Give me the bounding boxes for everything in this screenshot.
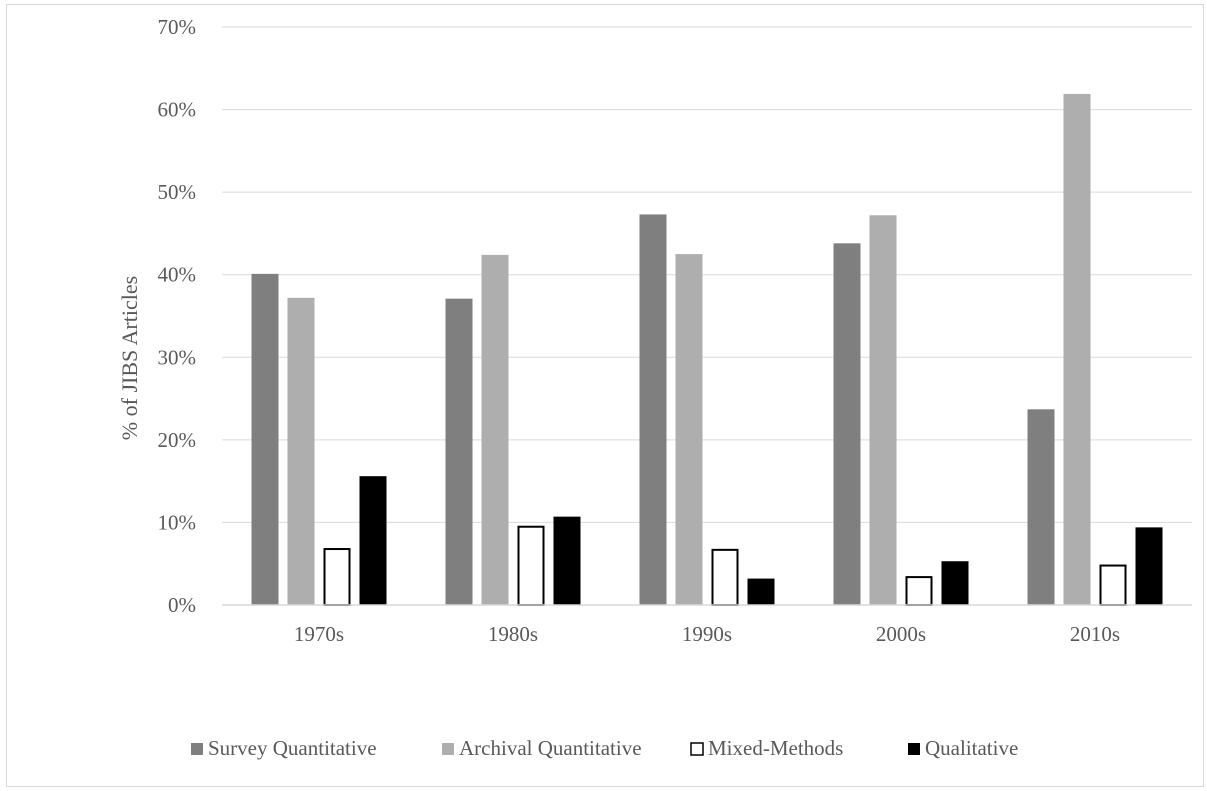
bar-qualitative-1990s [747, 578, 775, 605]
bar-survey-quantitative-1980s [445, 298, 473, 605]
x-tick-label: 2000s [876, 622, 926, 646]
legend-swatch-mixed-methods [690, 742, 704, 756]
bar-survey-quantitative-2000s [833, 243, 861, 605]
bar-qualitative-1970s [359, 476, 387, 605]
bar-qualitative-2000s [941, 561, 969, 605]
x-tick-label: 1980s [488, 622, 538, 646]
legend-label-mixed-methods: Mixed-Methods [708, 736, 843, 760]
y-tick-label: 50% [158, 180, 197, 204]
y-tick-label: 30% [158, 345, 197, 369]
y-tick-label: 70% [158, 15, 197, 39]
bar-archival-quantitative-1970s [287, 297, 315, 605]
y-tick-label: 40% [158, 263, 197, 287]
bar-mixed-methods-2000s [905, 576, 933, 606]
bar-qualitative-1980s [553, 516, 581, 605]
legend: Survey Quantitative Archival Quantitative… [191, 736, 1018, 760]
bars [251, 93, 1163, 607]
bar-archival-quantitative-2000s [869, 215, 897, 605]
bar-mixed-methods-1990s [711, 548, 739, 607]
bar-archival-quantitative-1980s [481, 254, 509, 605]
bar-survey-quantitative-2010s [1027, 409, 1055, 605]
bar-archival-quantitative-1990s [675, 254, 703, 606]
bar-qualitative-2010s [1135, 527, 1163, 605]
x-tick-label: 1990s [682, 622, 732, 646]
y-tick-label: 0% [168, 593, 196, 617]
bar-mixed-methods-1970s [323, 548, 351, 606]
bar-survey-quantitative-1970s [251, 273, 279, 605]
bar-survey-quantitative-1990s [639, 214, 667, 606]
bar-archival-quantitative-2010s [1063, 93, 1091, 605]
legend-swatch-qualitative [908, 743, 920, 755]
bar-mixed-methods-1980s [517, 525, 545, 607]
legend-swatch-survey-quantitative [191, 743, 203, 755]
y-tick-label: 20% [158, 428, 197, 452]
y-tick-label: 60% [158, 98, 197, 122]
bar-mixed-methods-2010s [1099, 564, 1127, 606]
x-tick-label: 1970s [294, 622, 344, 646]
legend-label-qualitative: Qualitative [925, 736, 1018, 760]
axes: 0% 10% 20% 30% 40% 50% 60% 70% 1970s 1980s 1990s 20… [158, 15, 1192, 646]
y-tick-label: 10% [158, 510, 197, 534]
y-axis-title: % of JIBS Articles [117, 276, 142, 440]
chart-frame [6, 4, 1204, 787]
legend-label-archival-quantitative: Archival Quantitative [459, 736, 642, 760]
legend-label-survey-quantitative: Survey Quantitative [208, 736, 377, 760]
legend-swatch-archival-quantitative [442, 743, 454, 755]
x-tick-label: 2010s [1070, 622, 1120, 646]
